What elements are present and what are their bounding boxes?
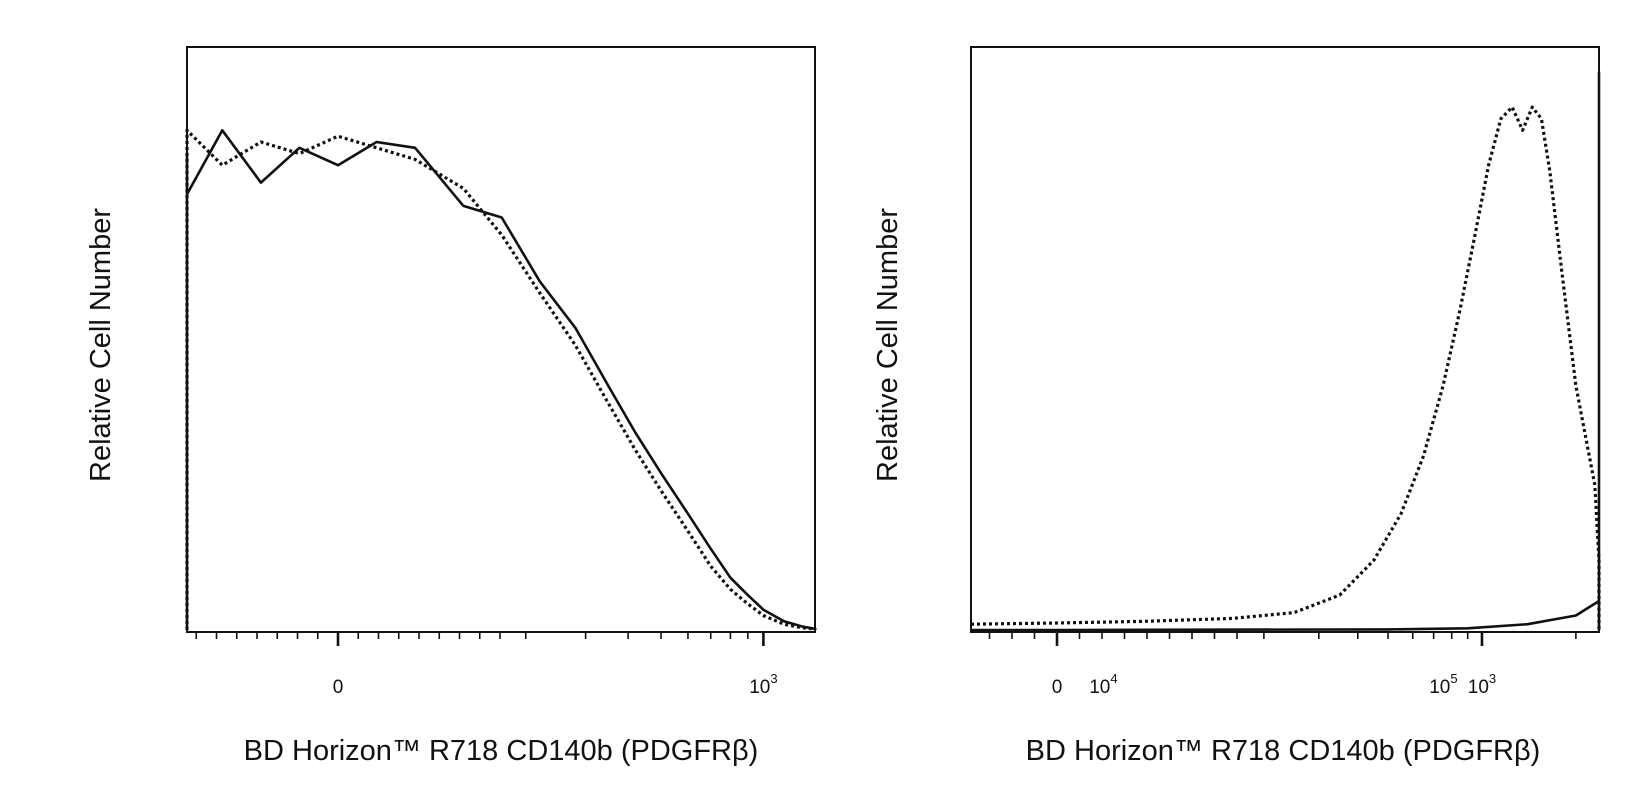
x-axis-label: BD Horizon™ R718 CD140b (PDGFRβ) <box>1026 735 1541 767</box>
left-histogram-panel: -1030103104105BD Horizon™ R718 CD140b (P… <box>85 46 1458 767</box>
stained-histogram-solid <box>185 129 817 631</box>
control-histogram-dotted <box>185 128 817 632</box>
right-histogram-panel: 0 103 104 105 BD Horizon™ R718 CD140b (PDGFR… <box>872 46 1601 767</box>
x-axis-label: BD Horizon™ R718 CD140b (PDGFRβ) <box>244 735 759 767</box>
control-histogram-dotted <box>970 105 1601 631</box>
x-axis-ticks <box>195 632 765 646</box>
stained-histogram-solid <box>971 70 1601 632</box>
x-tick-label: 105 <box>1429 671 1457 698</box>
y-axis-label: Relative Cell Number <box>85 208 117 482</box>
plot-frame <box>186 46 816 633</box>
x-tick-label: 103 <box>1468 671 1496 698</box>
y-axis-label: Relative Cell Number <box>872 208 904 482</box>
plot-frame <box>970 46 1600 633</box>
x-tick-label: 0 <box>333 677 344 698</box>
x-tick-label: 104 <box>1089 671 1117 698</box>
x-tick-label: 103 <box>749 671 777 698</box>
x-tick-label: 0 <box>1052 677 1063 698</box>
x-axis-ticks <box>988 632 1577 646</box>
